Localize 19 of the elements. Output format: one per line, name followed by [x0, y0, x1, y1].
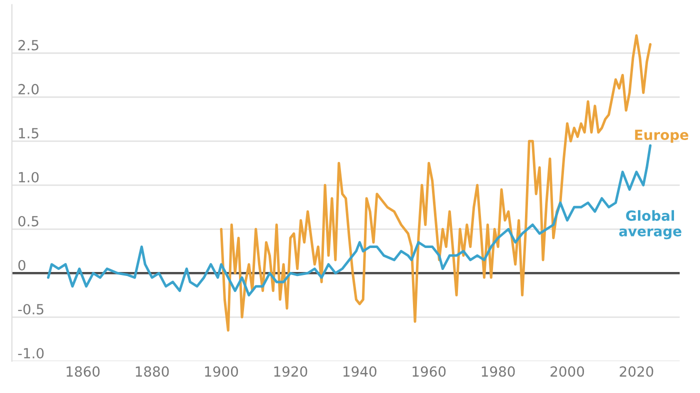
series-label: Global average: [619, 210, 682, 240]
x-tick-label: 1880: [136, 366, 169, 377]
y-tick-label: 0: [18, 260, 26, 270]
x-tick-label: 1860: [66, 366, 100, 377]
y-tick-label: -1.0: [18, 348, 44, 358]
y-tick-label: 2.5: [18, 40, 38, 50]
y-tick-label: -0.5: [18, 304, 44, 314]
x-tick-label: 1940: [343, 366, 376, 377]
x-tick-label: 1900: [205, 366, 238, 377]
series-label: Europe: [635, 130, 688, 143]
x-tick-label: 1960: [412, 366, 446, 377]
y-tick-label: 0.5: [18, 216, 38, 226]
y-tick-label: 1.0: [18, 172, 39, 182]
y-tick-label: 1.5: [18, 128, 38, 138]
x-tick-label: 1920: [274, 366, 308, 377]
x-tick-label: 1980: [482, 366, 515, 377]
x-tick-label: 2000: [550, 366, 584, 377]
y-tick-label: 2.0: [18, 84, 39, 94]
x-tick-label: 2020: [620, 366, 654, 377]
